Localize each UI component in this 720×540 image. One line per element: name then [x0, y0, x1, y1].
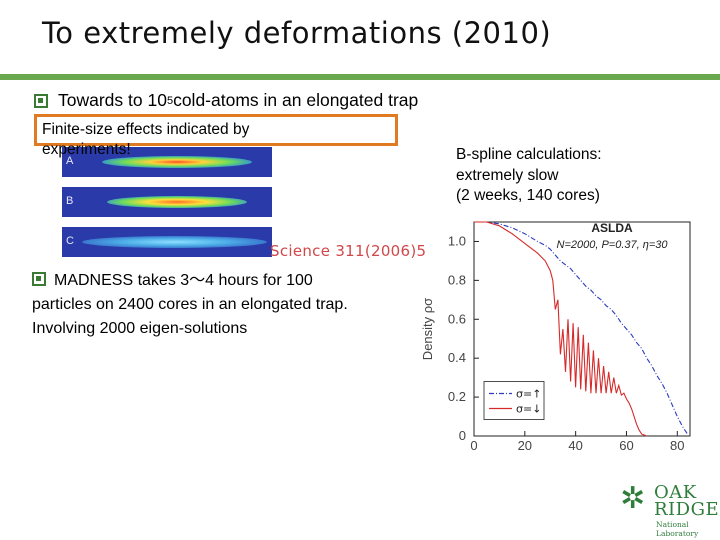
slide-title: To extremely deformations (2010) — [42, 16, 552, 50]
atom-cloud-images: A B C — [62, 147, 272, 258]
finite-size-note: Finite-size effects indicated by experim… — [42, 121, 250, 158]
atom-image-label: C — [66, 235, 74, 247]
title-divider — [0, 74, 720, 80]
bullet-cold-atoms: Towards to 10 5 cold-atoms in an elongate… — [34, 90, 418, 111]
bullet-suffix: cold-atoms in an elongated trap — [173, 90, 419, 110]
logo-ridge: RIDGE — [654, 499, 720, 520]
madness-line: MADNESS takes 3～4 hours for 100 — [54, 272, 313, 289]
highlight-box — [34, 114, 398, 146]
y-tick-label: 0.2 — [448, 389, 466, 404]
madness-line: particles on 2400 cores in an elongated … — [32, 296, 348, 313]
x-tick-label: 0 — [470, 438, 477, 453]
atom-image-label: B — [66, 195, 74, 207]
cloud-glow — [102, 156, 252, 168]
x-tick-label: 80 — [670, 438, 684, 453]
madness-line: Involving 2000 eigen-solutions — [32, 320, 248, 337]
tree-icon: ✲ — [620, 482, 646, 515]
x-tick-label: 20 — [518, 438, 532, 453]
cloud-glow — [82, 236, 267, 248]
science-citation: Science 311(2006)5 — [270, 242, 427, 260]
square-bullet-icon — [34, 93, 48, 108]
legend-label: σ=↑ — [516, 388, 541, 401]
series-line-up — [474, 221, 688, 435]
atom-image-label: A — [66, 155, 74, 167]
atom-image-a: A — [62, 147, 272, 177]
legend-label: σ=↓ — [516, 403, 541, 416]
logo-oak: OAK — [654, 482, 697, 503]
bspline-line: extremely slow — [456, 166, 559, 184]
chart-subtitle: N=2000, P=0.37, η=30 — [557, 239, 669, 251]
x-tick-label: 60 — [619, 438, 633, 453]
bullet-prefix: Towards to 10 — [58, 90, 167, 110]
atom-image-c: C — [62, 227, 272, 257]
legend-box — [483, 381, 545, 420]
ornl-logo: ✲ OAK RIDGE National Laboratory — [618, 480, 719, 538]
bspline-note: B-spline calculations: extremely slow (2… — [456, 145, 602, 207]
x-tick-label: 40 — [568, 438, 582, 453]
series-line-down — [474, 221, 648, 437]
logo-natlab: National Laboratory — [656, 520, 699, 538]
bspline-line: (2 weeks, 140 cores) — [456, 187, 600, 204]
chart-title: ASLDA — [591, 221, 633, 235]
cloud-glow — [107, 196, 247, 208]
y-axis-label: Density ρσ — [420, 298, 435, 360]
density-chart: 0 20 40 60 80 0 0.2 0.4 0.6 0.8 1.0 Density ρσ ASLDA… — [420, 221, 691, 453]
y-tick-label: 0.6 — [448, 311, 466, 326]
bullet-madness: MADNESS takes 3～4 hours for 100 particle… — [32, 269, 412, 341]
y-tick-label: 0.8 — [448, 272, 466, 287]
square-bullet-icon — [32, 272, 46, 286]
y-tick-label: 1.0 — [448, 233, 466, 248]
y-tick-label: 0 — [459, 428, 466, 443]
bspline-line: B-spline calculations: — [456, 146, 602, 163]
y-tick-label: 0.4 — [448, 350, 466, 365]
atom-image-b: B — [62, 187, 272, 217]
